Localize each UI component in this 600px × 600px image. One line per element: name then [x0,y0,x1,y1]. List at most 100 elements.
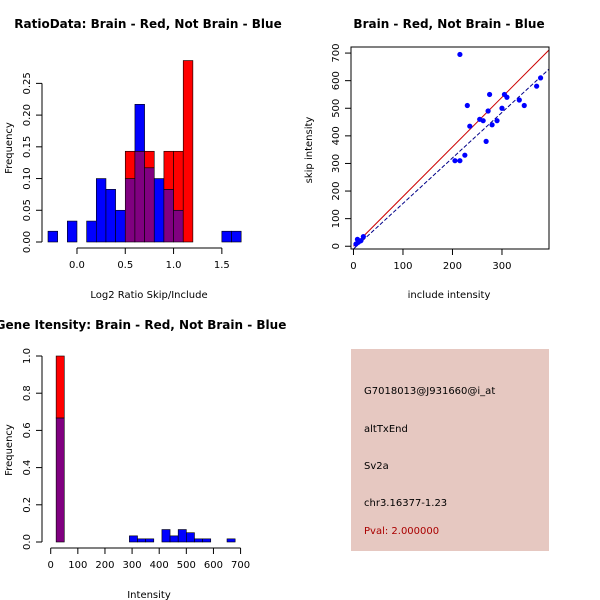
probe-id-text: G7018013@J931660@i_at [364,386,496,397]
chart1-bar-brain [163,150,174,190]
chart2-x-tick-label: 200 [443,261,462,272]
chart1-x-tick-label: 1.0 [166,260,182,271]
chart1-bar-not-brain [231,230,242,243]
chart2-point [464,102,470,109]
chart1-bar-not-brain [105,189,116,243]
chart2-plot-frame [350,46,550,250]
chart1-bar-not-brain [95,178,107,243]
chart3-x-axis-label: Intensity [127,590,171,600]
chart3-x-tick-label: 200 [95,560,114,571]
chart3-bar-not-brain [202,538,212,543]
chart3-bar-not-brain [161,529,171,543]
chart3-x-tick-label: 100 [68,560,87,571]
gene-name-text: Sv2a [364,461,389,472]
chart2-x-tick-label: 0 [350,261,356,272]
chart3-x-tick-label: 0 [48,560,54,571]
chart1-x-tick-label: 0.0 [69,260,85,271]
chart2-y-tick-label: 100 [331,209,342,228]
chart1-bar-not-brain [115,209,126,243]
chart1-y-tick-label: 0.25 [22,72,33,94]
location-text: chr3.16377-1.23 [364,498,448,509]
chart2-y-tick-label: 500 [331,99,342,118]
chart2-title: Brain - Red, Not Brain - Blue [353,17,544,31]
chart1-bar-not-brain [134,104,145,152]
chart3-bar-not-brain [186,532,195,543]
chart2-point [467,123,473,129]
chart1-bar-brain [173,150,184,211]
chart2-point [487,91,493,98]
chart2-y-tick-label: 600 [331,71,342,90]
chart3-x-tick-label: 400 [150,560,169,571]
chart1-bar-overlap [124,178,136,243]
chart1-bar-overlap [144,167,155,243]
chart2-x-tick-label: 300 [492,261,511,272]
chart3-bar-not-brain [137,538,146,543]
chart2-point [534,83,540,89]
chart3-y-axis-label: Frequency [4,424,15,476]
chart3-y-tick-label: 0.6 [22,422,33,438]
chart1-y-axis-label: Frequency [4,122,15,174]
chart2-point [516,97,522,103]
chart3-bar-brain [55,355,65,419]
chart3-x-tick-label: 600 [204,560,223,571]
chart1-bar-not-brain [153,178,165,243]
chart2-y-axis-label: skip intensity [304,117,315,184]
chart2-point [521,102,527,109]
chart1-y-tick-label: 0.05 [22,199,33,221]
chart3-bar-not-brain [129,535,138,543]
chart1-y-tick-label: 0.10 [22,167,33,189]
chart1-bar-not-brain [47,230,58,243]
chart2-point [457,158,463,164]
chart3-bar-overlap [55,417,65,543]
chart3-bar-not-brain [145,538,155,543]
chart2-point [483,138,489,144]
chart3-y-tick-label: 1.0 [22,348,33,364]
chart2-point [457,51,463,58]
chart2-x-axis-label: include intensity [408,290,491,301]
info-panel: G7018013@J931660@i_at altTxEnd Sv2a chr3… [351,349,549,551]
chart2-point [462,152,468,158]
chart1-bar-overlap [173,209,184,243]
chart3-x-tick-label: 500 [177,560,196,571]
chart2-point [452,158,458,164]
chart1-x-axis-label: Log2 Ratio Skip/Include [90,290,207,301]
chart2-point [358,238,364,244]
chart2-y-tick-label: 400 [331,126,342,145]
chart2-point [360,233,366,240]
chart3-y-tick-label: 0.0 [22,534,33,550]
chart2-x-tick-label: 100 [393,261,412,272]
chart2-fit-line-blue [353,68,550,250]
chart3-bar-not-brain [177,529,187,543]
chart1-y-tick-label: 0.00 [22,231,33,253]
chart1-bar-overlap [163,189,174,243]
pval-text: Pval: 2.000000 [364,526,440,537]
chart2-point [480,118,486,124]
chart1-y-tick-label: 0.15 [22,136,33,158]
chart3-bar-not-brain [226,538,236,543]
chart1-bar-brain [124,150,136,179]
chart2-fit-line-red [353,49,550,247]
chart3-y-tick-label: 0.4 [22,460,33,476]
chart3-x-tick-label: 700 [231,560,250,571]
chart1-x-tick-label: 0.5 [117,260,133,271]
chart3-bar-not-brain [194,538,203,543]
chart3-y-tick-label: 0.8 [22,385,33,401]
chart2-point [489,122,495,128]
chart2-y-tick-label: 300 [331,154,342,173]
chart2-y-tick-label: 700 [331,44,342,63]
chart1-bar-brain [144,150,155,169]
chart2-point [485,108,491,114]
chart2-y-tick-label: 200 [331,182,342,201]
chart1-y-tick-label: 0.20 [22,104,33,126]
chart1-bar-not-brain [67,220,78,243]
chart2-point [537,75,544,81]
chart1-x-tick-label: 1.5 [214,260,230,271]
chart3-bar-not-brain [169,535,179,543]
chart1-bar-overlap [134,150,145,243]
chart1-title: RatioData: Brain - Red, Not Brain - Blue [14,17,281,31]
chart1-bar-brain [182,60,194,243]
chart3-y-tick-label: 0.2 [22,497,33,513]
chart3-x-tick-label: 300 [123,560,142,571]
event-type-text: altTxEnd [364,424,408,435]
